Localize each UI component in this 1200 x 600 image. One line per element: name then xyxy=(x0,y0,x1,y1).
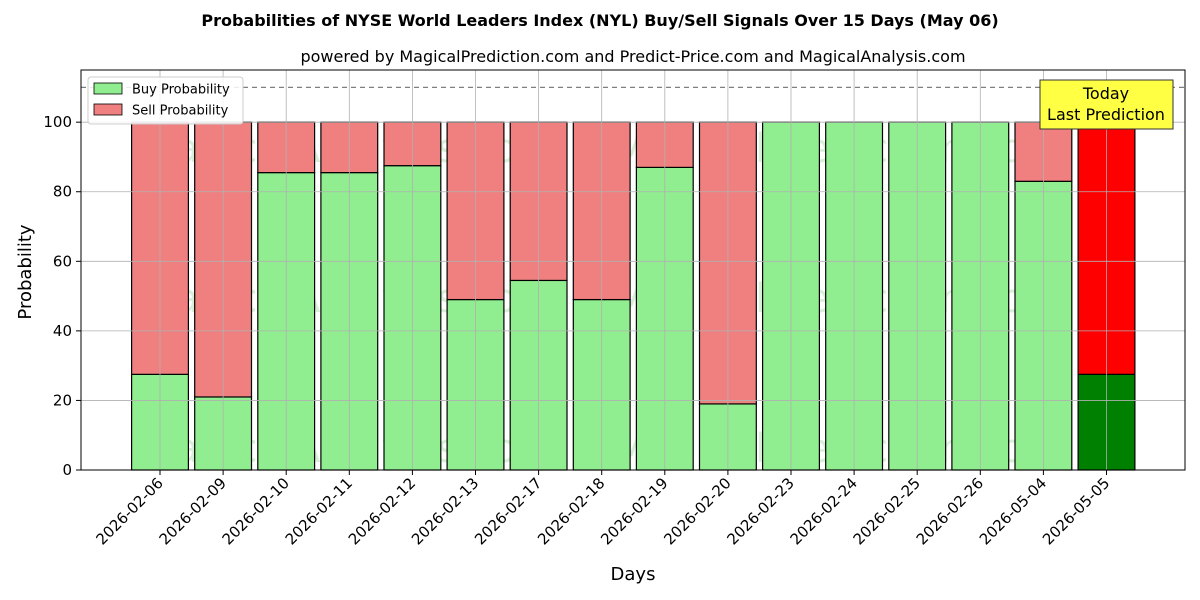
y-tick-label: 80 xyxy=(53,183,72,201)
x-tick-label: 2026-02-26 xyxy=(913,474,987,548)
x-tick-label: 2026-02-25 xyxy=(850,474,924,548)
annotation-box xyxy=(1039,79,1174,130)
x-tick-label: 2026-02-06 xyxy=(92,474,166,548)
annotation-text: Last Prediction xyxy=(1047,105,1165,124)
x-tick-label: 2026-05-04 xyxy=(976,474,1050,548)
y-tick-label: 60 xyxy=(53,252,72,270)
legend-label: Buy Probability xyxy=(132,83,230,98)
legend-swatch xyxy=(93,103,123,116)
x-tick-label: 2026-02-20 xyxy=(660,474,734,548)
x-tick-label: 2026-05-05 xyxy=(1039,474,1113,548)
y-tick-label: 0 xyxy=(62,461,72,479)
x-tick-label: 2026-02-10 xyxy=(219,474,293,548)
plot-frame xyxy=(80,69,1186,471)
legend-label: Sell Probability xyxy=(132,104,229,119)
x-tick-label: 2026-02-18 xyxy=(534,474,608,548)
x-tick-label: 2026-02-24 xyxy=(787,474,861,548)
x-tick-label: 2026-02-11 xyxy=(282,474,356,548)
y-tick-label: 100 xyxy=(43,113,72,131)
y-tick-label: 20 xyxy=(53,391,72,409)
x-axis-label: Days xyxy=(611,564,656,585)
x-tick-label: 2026-02-13 xyxy=(408,474,482,548)
plot-area: MagicalAnalysis.comMagicalPrediction.com… xyxy=(43,69,1186,548)
y-tick-label: 40 xyxy=(53,322,72,340)
x-tick-label: 2026-02-12 xyxy=(345,474,419,548)
chart-subtitle: powered by MagicalPrediction.com and Pre… xyxy=(300,47,965,66)
annotation-text: Today xyxy=(1082,84,1129,103)
legend-box xyxy=(87,76,244,125)
y-axis-label: Probability xyxy=(15,224,36,319)
x-tick-label: 2026-02-23 xyxy=(723,474,797,548)
x-tick-label: 2026-02-09 xyxy=(156,474,230,548)
x-tick-label: 2026-02-19 xyxy=(597,474,671,548)
legend-swatch xyxy=(93,82,123,95)
x-tick-label: 2026-02-17 xyxy=(471,474,545,548)
chart-title: Probabilities of NYSE World Leaders Inde… xyxy=(201,11,998,30)
